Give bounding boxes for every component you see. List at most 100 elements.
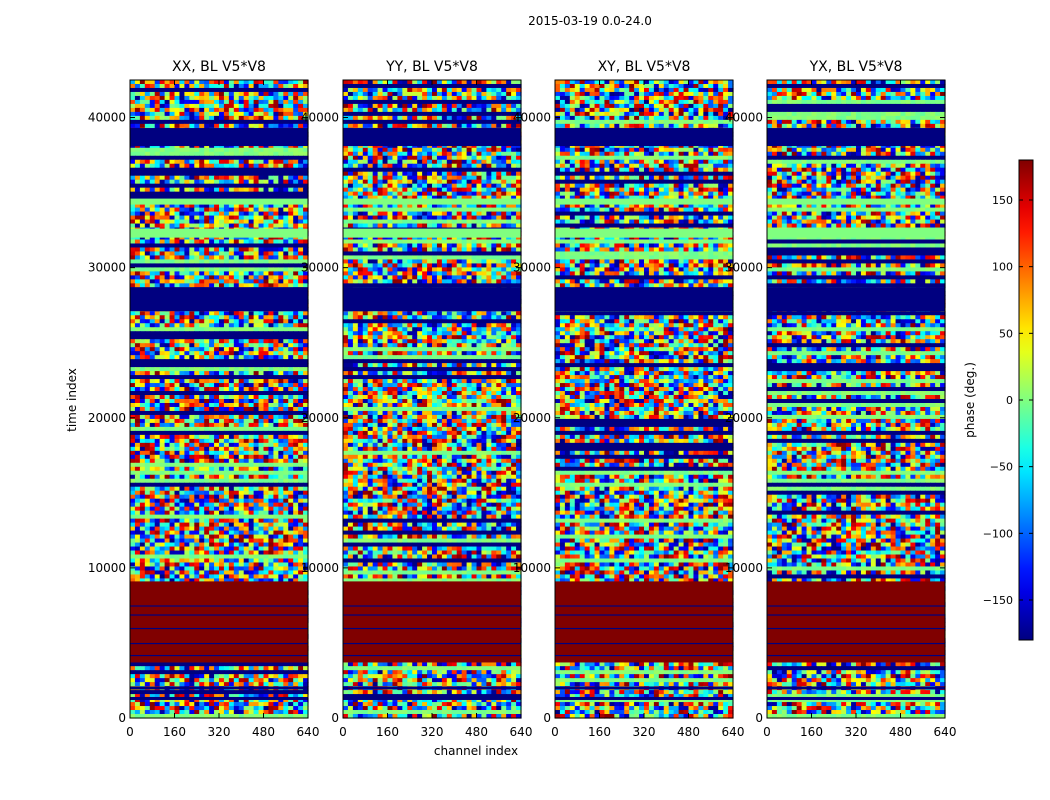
heatmap-cell [150,263,156,268]
heatmap-cell [264,152,270,157]
heatmap-cell [273,176,279,181]
heatmap-cell [145,168,151,173]
heatmap-cell [145,80,151,85]
heatmap-cell [189,156,195,161]
heatmap-cell [204,116,210,121]
heatmap-cell [264,184,270,189]
heatmap-cell [219,243,225,248]
heatmap-cell [234,251,240,256]
heatmap-cell [150,208,156,213]
heatmap-cell [160,92,166,97]
heatmap-cell [194,220,200,225]
heatmap-cell [179,164,185,169]
heatmap-cell [140,152,146,157]
heatmap-cell [214,243,220,248]
heatmap-cell [244,116,250,121]
heatmap-cell [268,259,274,264]
heatmap-cell [288,96,294,101]
heatmap-cell [135,104,141,109]
heatmap-cell [254,96,260,101]
heatmap-cell [160,224,166,229]
heatmap-cell [179,124,185,129]
heatmap-cell [179,251,185,256]
heatmap-cell [249,216,255,221]
heatmap-cell [219,164,225,169]
heatmap-cell [140,168,146,173]
heatmap-cell [189,176,195,181]
heatmap-cell [179,88,185,93]
heatmap-cell [160,275,166,280]
heatmap-cell [150,259,156,264]
heatmap-cell [259,220,265,225]
heatmap-cell [278,160,284,165]
heatmap-cell [293,80,299,85]
heatmap-cell [219,188,225,193]
heatmap-cell [264,251,270,256]
heatmap-cell [268,152,274,157]
heatmap-cell [204,212,210,217]
heatmap-cell [189,116,195,121]
heatmap-cell [229,271,235,276]
heatmap-cell [135,176,141,181]
heatmap-cell [239,84,245,89]
heatmap-cell [160,120,166,125]
heatmap-cell [244,251,250,256]
heatmap-cell [179,168,185,173]
heatmap-cell [135,247,141,252]
heatmap-cell [229,172,235,177]
heatmap-cell [239,251,245,256]
heatmap-cell [249,263,255,268]
heatmap-cell [264,160,270,165]
heatmap-cell [254,160,260,165]
heatmap-cell [199,271,205,276]
heatmap-cell [175,84,181,89]
heatmap-cell [224,164,230,169]
heatmap-cell [135,184,141,189]
heatmap-cell [268,104,274,109]
heatmap-cell [264,116,270,121]
heatmap-cell [268,168,274,173]
heatmap-cell [283,164,289,169]
heatmap-cell [288,92,294,97]
heatmap-cell [293,88,299,93]
heatmap-cell [214,259,220,264]
heatmap-cell [283,259,289,264]
heatmap-cell [194,271,200,276]
heatmap-cell [140,267,146,272]
heatmap-cell [150,243,156,248]
heatmap-cell [165,208,171,213]
heatmap-cell [254,152,260,157]
heatmap-cell [283,84,289,89]
heatmap-cell [204,120,210,125]
heatmap-cell [293,216,299,221]
heatmap-cell [239,240,245,245]
heatmap-cell [135,180,141,185]
heatmap-cell [130,124,136,129]
heatmap-cell [204,267,210,272]
heatmap-cell [160,152,166,157]
heatmap-cell [175,108,181,113]
heatmap-cell [278,180,284,185]
heatmap-cell [239,192,245,197]
heatmap-cell [234,240,240,245]
heatmap-cell [239,263,245,268]
heatmap-cell [140,251,146,256]
heatmap-cell [130,188,136,193]
heatmap-cell [244,255,250,260]
heatmap-cell [135,92,141,97]
heatmap-cell [249,271,255,276]
heatmap-cell [283,224,289,229]
heatmap-cell [150,156,156,161]
heatmap-cell [204,88,210,93]
heatmap-cell [199,84,205,89]
heatmap-cell [283,124,289,129]
heatmap-cell [199,116,205,121]
heatmap-cell [189,172,195,177]
heatmap-cell [165,80,171,85]
heatmap-cell [239,184,245,189]
heatmap-cell [244,240,250,245]
heatmap-cell [189,80,195,85]
heatmap-cell [268,124,274,129]
heatmap-cell [254,172,260,177]
heatmap-cell [179,208,185,213]
